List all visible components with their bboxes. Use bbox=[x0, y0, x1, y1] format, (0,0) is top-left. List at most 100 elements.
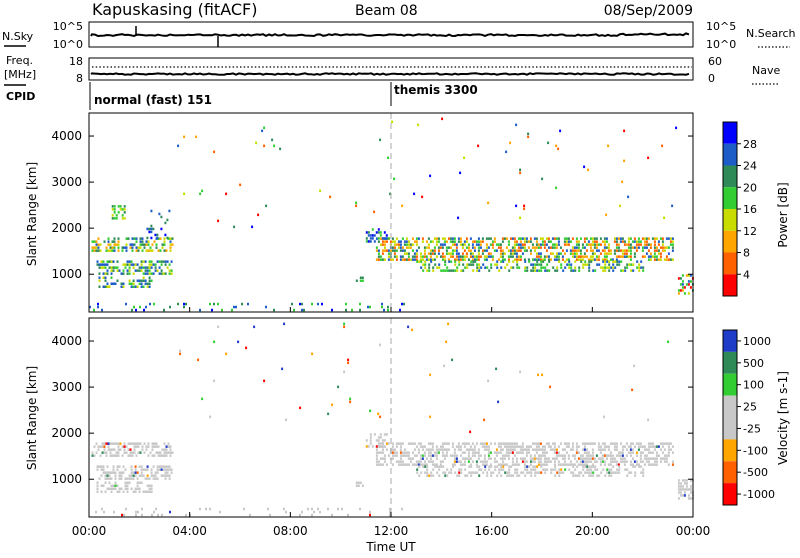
power-point bbox=[612, 263, 615, 266]
velocity-point bbox=[152, 474, 155, 477]
colorbar-tick-label: -1000 bbox=[743, 488, 775, 501]
power-point bbox=[605, 246, 608, 249]
velocity-point bbox=[547, 460, 550, 463]
velocity-point bbox=[141, 513, 143, 517]
power-point bbox=[589, 258, 592, 261]
power-point bbox=[389, 192, 392, 196]
power-point bbox=[537, 246, 540, 249]
velocity-point bbox=[108, 477, 111, 480]
power-point bbox=[447, 252, 450, 255]
velocity-point bbox=[515, 445, 518, 448]
power-point bbox=[399, 243, 402, 246]
power-point bbox=[513, 246, 516, 249]
velocity-point bbox=[572, 465, 575, 468]
velocity-point bbox=[541, 445, 544, 448]
power-point bbox=[577, 255, 580, 258]
power-point bbox=[623, 159, 626, 163]
power-point bbox=[351, 308, 353, 312]
power-point bbox=[209, 302, 211, 306]
velocity-point bbox=[140, 468, 143, 471]
velocity-point bbox=[156, 471, 159, 474]
velocity-point bbox=[689, 479, 692, 482]
velocity-point bbox=[599, 457, 602, 460]
velocity-point bbox=[689, 497, 692, 500]
velocity-point bbox=[667, 442, 670, 445]
power-point bbox=[132, 285, 135, 288]
power-point bbox=[575, 237, 578, 240]
velocity-point bbox=[243, 507, 245, 511]
power-point bbox=[551, 243, 554, 246]
power-point bbox=[497, 258, 500, 261]
power-point bbox=[679, 277, 682, 280]
velocity-point bbox=[499, 463, 502, 466]
power-point bbox=[395, 237, 398, 240]
velocity-point bbox=[146, 465, 149, 468]
power-point bbox=[475, 240, 478, 243]
velocity-point bbox=[106, 465, 109, 468]
velocity-point bbox=[135, 445, 138, 448]
velocity-point bbox=[525, 454, 528, 457]
velocity-point bbox=[113, 454, 116, 457]
power-point bbox=[355, 204, 358, 208]
velocity-point bbox=[169, 454, 172, 457]
power-point bbox=[543, 243, 546, 246]
power-point bbox=[345, 302, 347, 306]
power-point bbox=[387, 258, 390, 261]
power-point bbox=[371, 228, 374, 231]
power-point bbox=[473, 246, 476, 249]
velocity-point bbox=[647, 442, 650, 445]
power-point bbox=[559, 246, 562, 249]
power-point bbox=[110, 260, 113, 263]
power-point bbox=[643, 240, 646, 243]
power-point bbox=[495, 249, 498, 252]
velocity-point bbox=[579, 454, 582, 457]
power-point bbox=[419, 252, 422, 255]
velocity-point bbox=[453, 463, 456, 466]
power-point bbox=[401, 246, 404, 249]
power-point bbox=[627, 237, 630, 240]
velocity-point bbox=[166, 471, 169, 474]
power-point bbox=[542, 266, 545, 269]
velocity-point bbox=[159, 454, 162, 457]
power-point bbox=[143, 308, 145, 312]
power-point bbox=[544, 269, 547, 272]
power-point bbox=[110, 282, 113, 285]
velocity-point bbox=[550, 471, 553, 474]
velocity-point bbox=[679, 488, 682, 491]
power-point bbox=[155, 246, 158, 249]
power-point bbox=[155, 243, 158, 246]
power-point bbox=[637, 240, 640, 243]
velocity-colorbar-label: Velocity [m s-1] bbox=[776, 371, 790, 465]
power-point bbox=[379, 234, 382, 237]
velocity-point bbox=[467, 454, 470, 457]
power-point bbox=[501, 255, 504, 258]
power-point bbox=[445, 252, 448, 255]
velocity-point bbox=[397, 460, 400, 463]
velocity-point bbox=[562, 471, 565, 474]
power-point bbox=[472, 260, 475, 263]
velocity-point bbox=[639, 457, 642, 460]
velocity-point bbox=[444, 471, 447, 474]
velocity-point bbox=[516, 474, 519, 477]
power-point bbox=[545, 243, 548, 246]
power-point bbox=[479, 240, 482, 243]
power-point bbox=[519, 237, 522, 240]
power-point bbox=[100, 260, 103, 263]
power-point bbox=[148, 285, 151, 288]
power-point bbox=[593, 258, 596, 261]
velocity-point bbox=[138, 490, 141, 493]
noise-right-label: N.Search bbox=[746, 27, 796, 40]
power-point bbox=[533, 249, 536, 252]
velocity-point bbox=[531, 448, 534, 451]
power-point bbox=[393, 246, 396, 249]
power-point bbox=[107, 240, 110, 243]
velocity-point bbox=[497, 463, 500, 466]
velocity-point bbox=[577, 445, 580, 448]
power-point bbox=[113, 211, 116, 214]
velocity-point bbox=[651, 463, 654, 466]
freq-trace bbox=[90, 72, 690, 76]
velocity-point bbox=[653, 448, 656, 451]
velocity-point bbox=[385, 442, 388, 445]
power-point bbox=[137, 246, 140, 249]
power-point bbox=[578, 269, 581, 272]
